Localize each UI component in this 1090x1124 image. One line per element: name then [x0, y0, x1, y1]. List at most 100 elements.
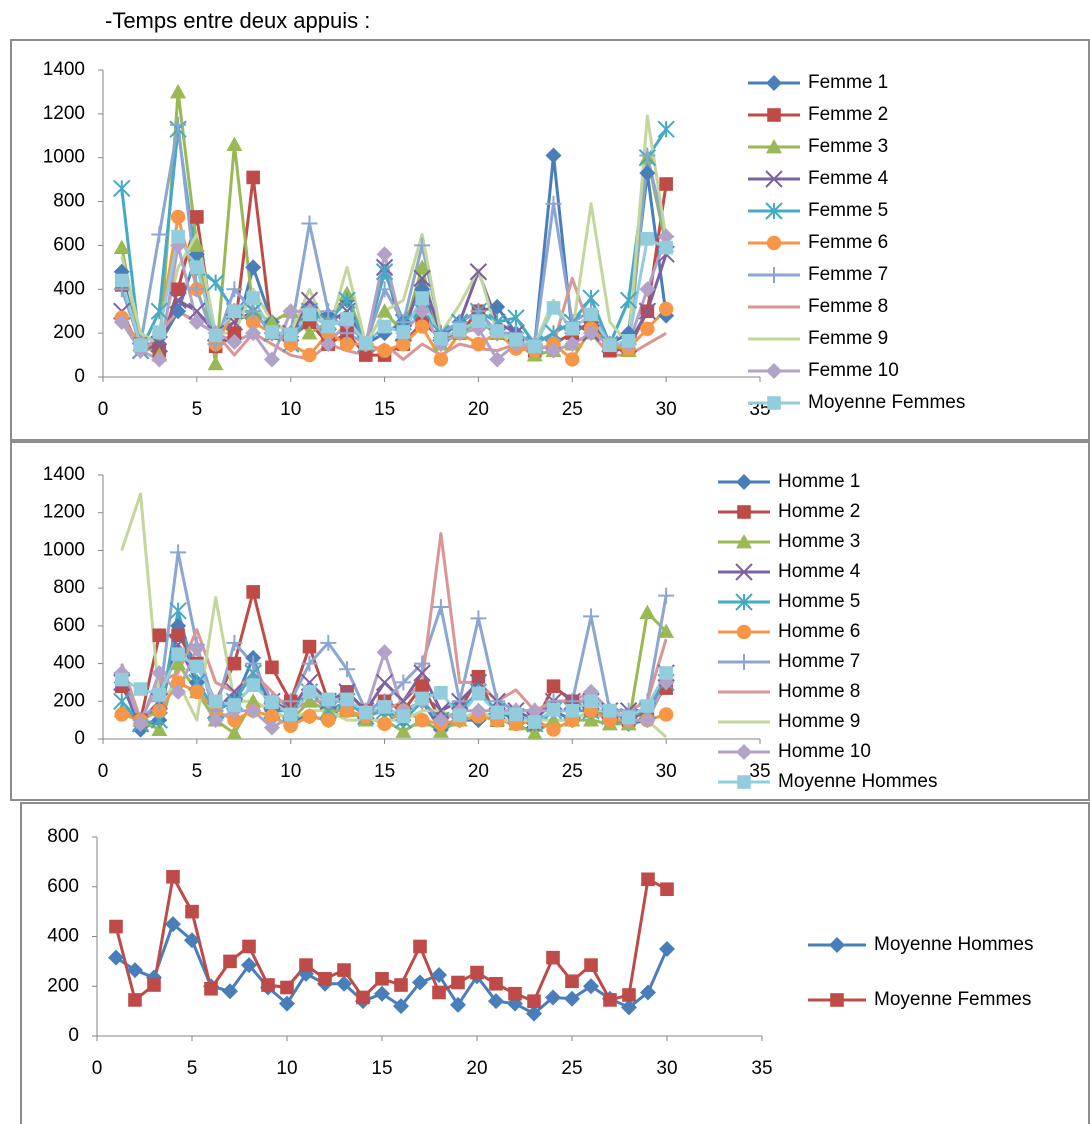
y-tick-label: 400 — [53, 278, 85, 299]
x-tick-label: 0 — [98, 761, 109, 782]
marker — [376, 246, 393, 263]
marker — [393, 998, 409, 1015]
legend-label: Homme 5 — [778, 591, 860, 612]
marker — [737, 505, 751, 519]
y-tick-label: 800 — [53, 577, 85, 598]
marker — [659, 666, 673, 680]
marker — [227, 304, 242, 319]
marker — [245, 325, 262, 342]
marker — [339, 661, 356, 678]
marker — [171, 647, 185, 661]
marker — [302, 639, 317, 654]
marker — [470, 702, 487, 719]
legend-label: Moyenne Femmes — [874, 989, 1031, 1010]
marker — [245, 655, 262, 672]
marker — [263, 314, 280, 329]
marker — [545, 195, 562, 212]
y-tick-label: 1200 — [43, 502, 85, 523]
marker — [526, 702, 543, 719]
marker — [188, 314, 205, 331]
marker — [452, 323, 467, 337]
marker — [621, 999, 637, 1016]
marker — [640, 699, 655, 713]
marker — [432, 985, 446, 1000]
marker — [226, 281, 243, 298]
marker — [658, 587, 675, 604]
marker — [359, 348, 373, 362]
x-tick-label: 15 — [374, 761, 395, 782]
marker — [658, 228, 675, 245]
marker — [434, 331, 448, 346]
marker — [413, 939, 427, 954]
y-tick-label: 200 — [53, 322, 85, 343]
marker — [735, 563, 753, 581]
marker — [376, 303, 393, 318]
marker — [526, 725, 543, 740]
marker — [414, 303, 431, 320]
marker — [245, 314, 261, 330]
marker — [564, 336, 581, 353]
marker — [190, 260, 204, 275]
marker — [527, 715, 542, 729]
marker — [108, 949, 124, 966]
x-tick-label: 25 — [561, 1058, 582, 1079]
marker — [546, 679, 561, 693]
marker — [375, 673, 394, 692]
marker — [414, 712, 430, 728]
y-tick-label: 0 — [68, 1025, 79, 1046]
marker — [470, 965, 484, 980]
marker — [471, 314, 486, 328]
marker — [432, 599, 449, 615]
legend-label: Femme 7 — [808, 264, 888, 285]
marker — [320, 634, 337, 651]
marker — [170, 209, 186, 225]
marker — [603, 703, 617, 718]
marker — [226, 333, 243, 350]
x-tick-label: 30 — [656, 399, 677, 420]
marker — [509, 707, 523, 722]
marker — [279, 995, 295, 1012]
x-tick-label: 20 — [468, 399, 489, 420]
marker — [767, 108, 781, 122]
marker — [113, 179, 131, 198]
marker — [450, 996, 466, 1013]
marker — [564, 990, 580, 1007]
marker-stroke — [638, 302, 657, 320]
x-tick-label: 15 — [374, 399, 395, 420]
marker — [414, 259, 431, 274]
y-tick-label: 0 — [74, 366, 85, 387]
marker — [640, 984, 656, 1001]
marker — [320, 303, 337, 320]
marker — [471, 336, 486, 352]
marker — [245, 303, 262, 320]
marker — [302, 307, 317, 322]
marker — [301, 215, 318, 232]
marker — [767, 396, 781, 410]
marker — [639, 712, 656, 729]
marker — [113, 239, 130, 255]
marker — [374, 985, 390, 1002]
x-tick-label: 0 — [92, 1058, 103, 1079]
marker — [546, 702, 561, 717]
marker — [246, 291, 260, 305]
legend-label: Homme 9 — [778, 711, 860, 732]
marker — [415, 691, 429, 706]
x-tick-label: 15 — [371, 1058, 392, 1079]
marker — [527, 994, 541, 1008]
legend-label: Femme 6 — [808, 232, 888, 253]
marker — [584, 958, 598, 972]
marker — [340, 312, 354, 326]
marker — [261, 978, 275, 992]
marker — [434, 686, 448, 700]
y-tick-label: 1400 — [43, 59, 85, 80]
marker — [640, 232, 655, 246]
marker — [375, 263, 394, 281]
marker — [321, 692, 336, 707]
marker — [188, 640, 205, 657]
marker — [338, 291, 356, 309]
marker — [619, 291, 638, 309]
marker — [208, 328, 223, 343]
marker — [152, 628, 167, 643]
x-tick-label: 25 — [562, 761, 583, 782]
marker — [396, 325, 411, 339]
